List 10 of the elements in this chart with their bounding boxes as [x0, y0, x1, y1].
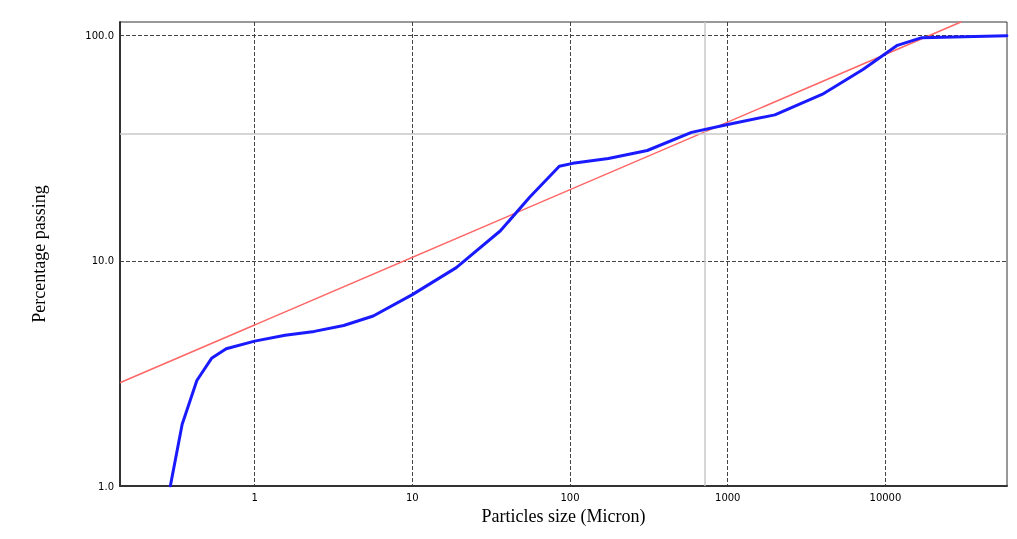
- x-tick-label: 1000: [715, 491, 741, 503]
- y-tick-label: 100.0: [85, 30, 114, 42]
- y-tick-label: 10.0: [91, 255, 114, 267]
- x-tick-label: 10000: [869, 491, 902, 503]
- x-tick-label: 1: [251, 491, 258, 503]
- x-axis-title: Particles size (Micron): [481, 505, 646, 527]
- x-tick-label: 100: [560, 491, 580, 503]
- x-tick-label: 10: [405, 491, 419, 503]
- y-axis-title: Percentage passing: [29, 185, 49, 323]
- y-tick-label: 1.0: [98, 480, 114, 492]
